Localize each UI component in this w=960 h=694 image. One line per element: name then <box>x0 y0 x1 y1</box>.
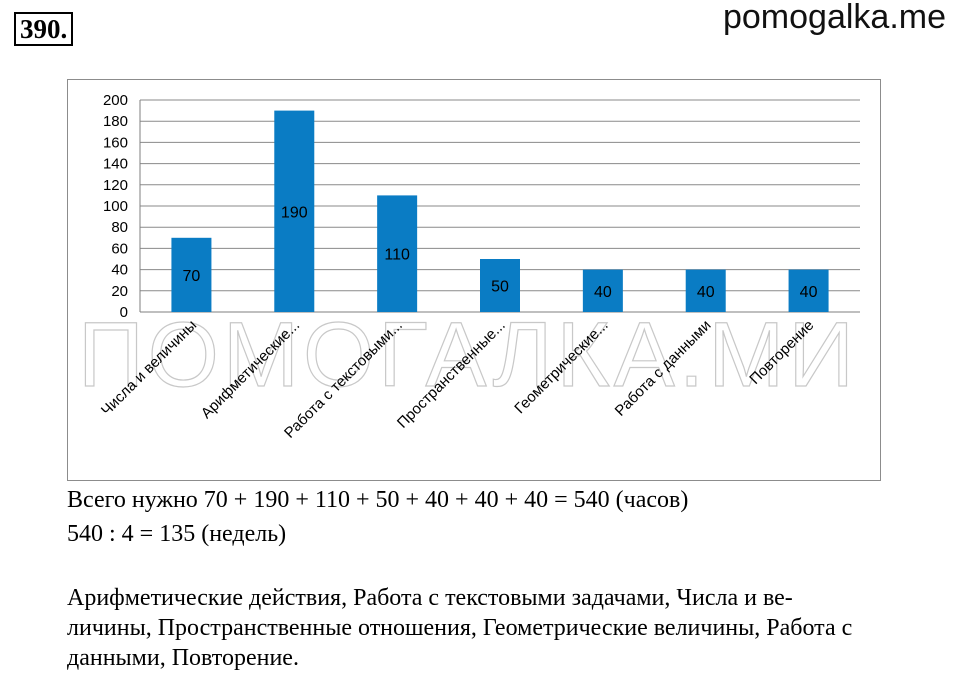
answer-line-3: данными, Повторение. <box>67 645 299 671</box>
bar <box>480 259 520 312</box>
answer-line-1: Арифметические действия, Работа с тексто… <box>67 585 793 611</box>
bar <box>171 237 212 312</box>
data-label: 40 <box>594 284 612 301</box>
data-label: 110 <box>384 247 410 264</box>
y-tick-label: 40 <box>111 262 128 279</box>
answer-paragraph: Арифметические действия, Работа с тексто… <box>67 583 927 673</box>
data-label: 70 <box>183 268 201 285</box>
y-tick-label: 80 <box>111 219 128 236</box>
data-label: 190 <box>281 204 308 221</box>
watermark-text: ПОМОГАЛКА.МИ <box>78 304 858 406</box>
y-tick-label: 120 <box>103 177 128 194</box>
y-tick-label: 0 <box>120 304 128 321</box>
bar <box>377 195 418 312</box>
data-label: 40 <box>800 284 818 301</box>
y-tick-label: 160 <box>103 134 128 151</box>
solution-division-line: 540 : 4 = 135 (недель) <box>67 521 287 547</box>
y-tick-label: 180 <box>103 113 128 130</box>
y-tick-label: 140 <box>103 156 128 173</box>
bar <box>685 269 726 312</box>
bar-chart: ПОМОГАЛКА.МИ0 20 40 60 80 100 120 140 160 180 200 7… <box>77 92 860 442</box>
solution-sum-line: Всего нужно 70 + 190 + 110 + 50 + 40 + 4… <box>67 487 689 513</box>
y-tick-label: 200 <box>103 92 128 109</box>
bar <box>274 110 315 312</box>
answer-line-2: личины, Пространственные отношения, Геом… <box>67 615 853 641</box>
problem-number: 390. <box>14 12 74 46</box>
bar <box>788 269 829 312</box>
y-tick-label: 100 <box>103 198 128 215</box>
chart-frame: ПОМОГАЛКА.МИ 0 20 40 60 80 100 120 140 160 180 200 7… <box>67 79 881 481</box>
bar <box>582 269 623 312</box>
site-name: pomogalka.me <box>722 0 946 36</box>
data-label: 40 <box>697 284 715 301</box>
data-label: 50 <box>491 279 509 296</box>
y-tick-label: 60 <box>111 240 128 257</box>
y-tick-label: 20 <box>111 283 128 300</box>
